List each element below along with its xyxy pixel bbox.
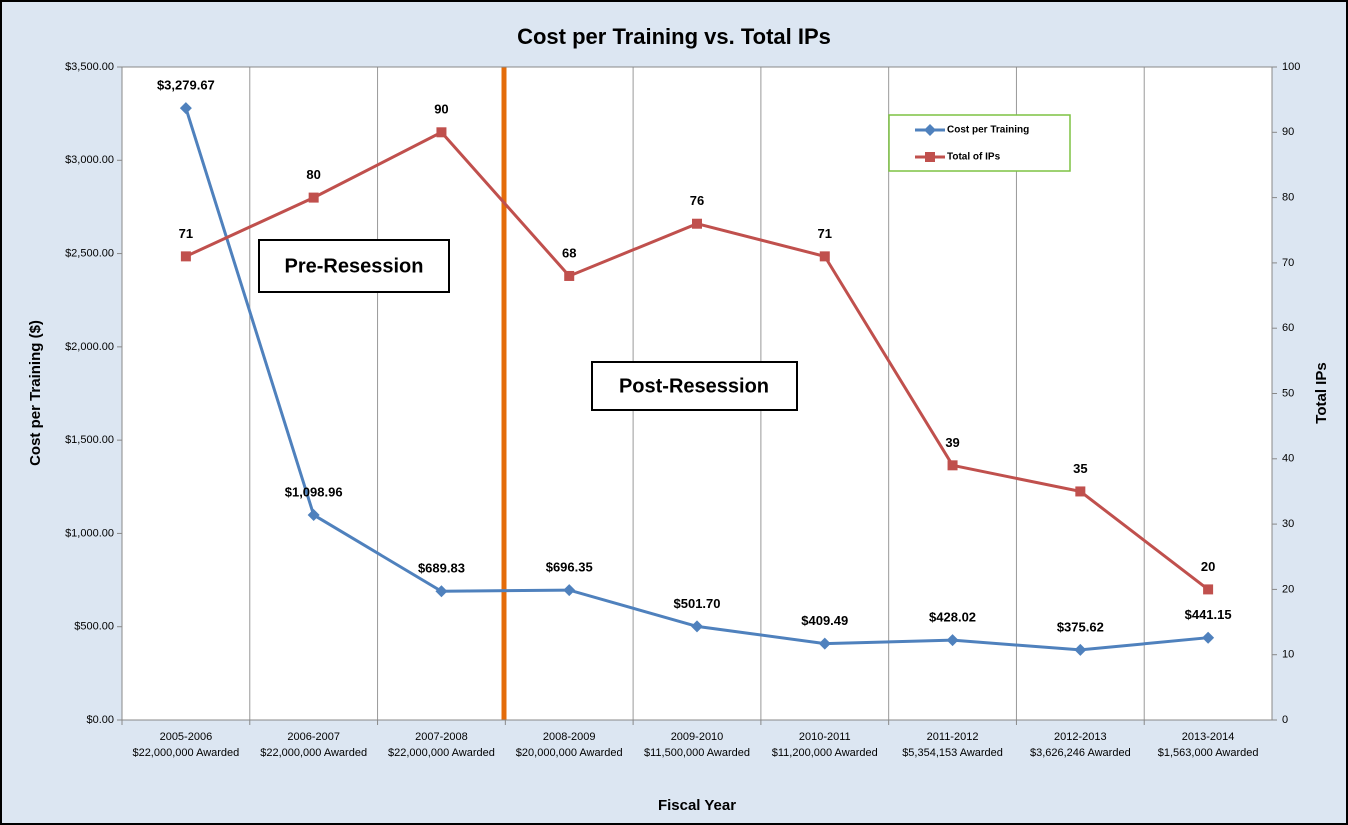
marker — [563, 584, 576, 597]
marker — [692, 218, 702, 229]
marker — [924, 124, 936, 136]
marker — [435, 585, 448, 598]
marker — [307, 508, 320, 521]
x-tick-sublabel: $3,626,246 Awarded — [1030, 747, 1131, 759]
data-label: $428.02 — [929, 610, 976, 625]
data-label: 39 — [945, 435, 959, 450]
y2-axis-title: Total IPs — [1313, 362, 1330, 423]
legend — [888, 114, 1071, 172]
annotation-box — [591, 361, 798, 411]
chart-title: Cost per Training vs. Total IPs — [517, 24, 831, 49]
x-tick-sublabel: $11,200,000 Awarded — [772, 747, 878, 759]
x-tick-label: 2010-2011 — [799, 731, 851, 743]
data-label: $696.35 — [546, 560, 593, 575]
data-label: $441.15 — [1185, 607, 1232, 622]
legend-label: Total of IPs — [947, 152, 1001, 163]
x-tick-label: 2006-2007 — [287, 731, 340, 743]
data-label: $375.62 — [1057, 619, 1104, 634]
y-tick-label: $3,500.00 — [65, 61, 114, 73]
y-tick-label: $3,000.00 — [65, 154, 114, 166]
y-tick-label: $2,000.00 — [65, 341, 114, 353]
marker — [1074, 643, 1087, 656]
data-label: 35 — [1073, 461, 1087, 476]
data-label: 90 — [434, 102, 448, 117]
marker — [180, 251, 191, 262]
data-label: 68 — [562, 245, 576, 260]
data-label: $3,279.67 — [157, 78, 215, 93]
x-tick-sublabel: $22,000,000 Awarded — [388, 747, 495, 759]
marker — [179, 102, 192, 115]
marker — [308, 192, 319, 203]
x-tick-label: 2013-2014 — [1182, 731, 1235, 743]
x-tick-label: 2009-2010 — [671, 731, 724, 743]
x-tick-sublabel: $1,563,000 Awarded — [1158, 747, 1259, 759]
marker — [925, 152, 935, 162]
x-tick-label: 2012-2013 — [1054, 731, 1107, 743]
y2-tick-label: 70 — [1282, 257, 1294, 269]
y2-tick-label: 60 — [1282, 322, 1294, 334]
y2-tick-label: 30 — [1282, 518, 1294, 530]
annotation: Post-Resession — [619, 375, 769, 397]
x-tick-sublabel: $11,500,000 Awarded — [644, 747, 750, 759]
x-tick-label: 2011-2012 — [927, 731, 979, 743]
data-label: 71 — [818, 226, 832, 241]
marker — [946, 634, 959, 647]
y-axis-title: Cost per Training ($) — [27, 320, 44, 466]
data-label: 76 — [690, 193, 704, 208]
marker — [1202, 631, 1215, 644]
y-tick-label: $2,500.00 — [65, 247, 114, 259]
data-label: $409.49 — [801, 613, 848, 628]
x-tick-sublabel: $20,000,000 Awarded — [516, 747, 623, 759]
y2-tick-label: 80 — [1282, 192, 1294, 204]
data-label: $689.83 — [418, 561, 465, 576]
marker — [819, 251, 830, 262]
y2-tick-label: 90 — [1282, 126, 1294, 138]
data-label: $501.70 — [674, 596, 721, 611]
x-tick-label: 2008-2009 — [543, 731, 596, 743]
marker — [691, 620, 703, 633]
data-label: 71 — [179, 226, 193, 241]
y2-tick-label: 50 — [1282, 387, 1294, 399]
y2-tick-label: 40 — [1282, 453, 1294, 465]
data-label: 80 — [306, 167, 320, 182]
annotation: Pre-Resession — [285, 255, 424, 277]
marker — [947, 460, 958, 471]
marker — [1203, 584, 1214, 595]
x-tick-label: 2007-2008 — [415, 731, 468, 743]
y-tick-label: $500.00 — [74, 621, 114, 633]
x-tick-sublabel: $22,000,000 Awarded — [132, 747, 239, 759]
x-tick-label: 2005-2006 — [160, 731, 213, 743]
annotation-box — [258, 239, 450, 293]
y-tick-label: $0.00 — [86, 714, 114, 726]
y-tick-label: $1,500.00 — [65, 434, 114, 446]
legend-label: Cost per Training — [947, 125, 1029, 136]
y2-tick-label: 20 — [1282, 583, 1294, 595]
x-tick-sublabel: $22,000,000 Awarded — [260, 747, 367, 759]
y2-tick-label: 0 — [1282, 714, 1288, 726]
x-tick-sublabel: $5,354,153 Awarded — [902, 747, 1003, 759]
data-label: $1,098.96 — [285, 484, 343, 499]
data-label: 20 — [1201, 559, 1215, 574]
y-tick-label: $1,000.00 — [65, 527, 114, 539]
y2-tick-label: 100 — [1282, 61, 1300, 73]
marker — [564, 270, 575, 281]
x-axis-title: Fiscal Year — [658, 797, 736, 814]
y2-tick-label: 10 — [1282, 649, 1294, 661]
marker — [1075, 486, 1086, 497]
marker — [436, 127, 447, 138]
marker — [818, 637, 831, 650]
